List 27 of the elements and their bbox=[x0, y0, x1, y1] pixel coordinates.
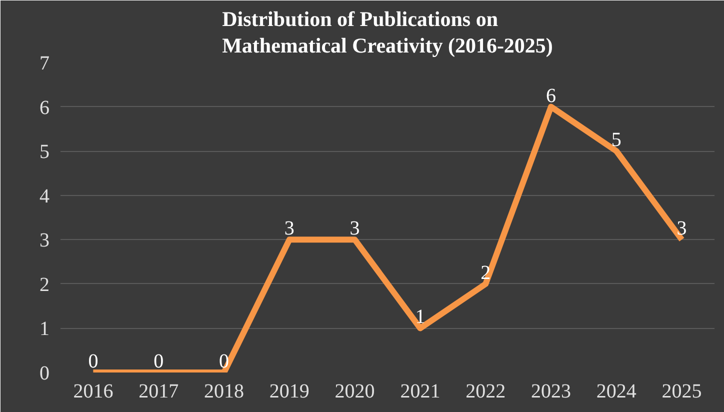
data-label: 0 bbox=[154, 350, 164, 372]
data-label: 3 bbox=[676, 218, 687, 240]
data-label: 0 bbox=[88, 350, 98, 372]
x-tick-label: 2017 bbox=[138, 380, 179, 402]
y-tick-label: 0 bbox=[40, 362, 50, 384]
x-tick-label: 2023 bbox=[531, 380, 571, 402]
data-label: 5 bbox=[611, 129, 622, 152]
y-tick-label: 5 bbox=[40, 141, 50, 164]
y-tick-label: 2 bbox=[40, 274, 50, 296]
x-tick-label: 2020 bbox=[334, 380, 375, 402]
x-tick-label: 2025 bbox=[662, 380, 702, 402]
data-label: 1 bbox=[415, 306, 426, 328]
x-tick-label: 2024 bbox=[596, 380, 636, 402]
y-tick-label: 3 bbox=[40, 230, 50, 252]
x-tick-label: 2018 bbox=[204, 380, 244, 402]
x-tick-label: 2019 bbox=[269, 380, 310, 402]
data-label: 6 bbox=[546, 84, 556, 107]
x-tick-label: 2021 bbox=[400, 380, 440, 402]
y-tick-label: 1 bbox=[40, 318, 50, 340]
y-tick-label: 6 bbox=[40, 96, 50, 119]
y-tick-label: 4 bbox=[40, 185, 50, 208]
x-tick-label: 2016 bbox=[73, 380, 114, 402]
data-label: 3 bbox=[350, 218, 360, 240]
x-tick-label: 2022 bbox=[466, 380, 506, 402]
data-label: 3 bbox=[284, 218, 294, 240]
chart-title: Distribution of Publications on Mathematical Creativity (2016-2025) bbox=[222, 7, 553, 58]
y-tick-label: 7 bbox=[40, 52, 50, 74]
